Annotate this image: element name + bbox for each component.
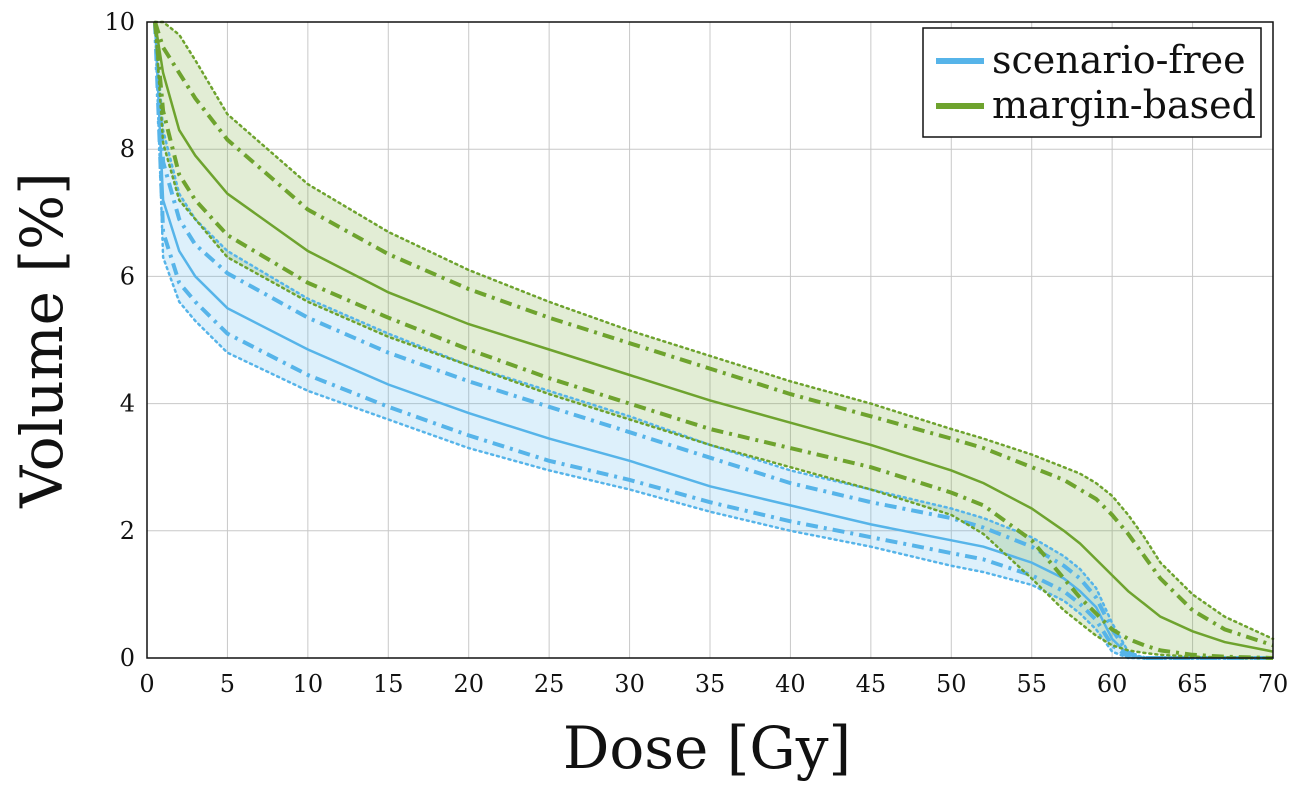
x-tick-label: 45 (856, 670, 887, 698)
scenario-free-inner-upper-line (153, 21, 1273, 660)
uncertainty-bands (155, 22, 1273, 658)
scenario-free-outer-lower-line (153, 20, 1275, 660)
x-tick-label: 60 (1097, 670, 1128, 698)
legend-label-margin-based: margin-based (992, 83, 1256, 127)
x-tick-label: 25 (534, 670, 565, 698)
plot-frame (146, 21, 1274, 659)
y-tick-labels: 0 2 4 6 8 10 (104, 8, 135, 672)
x-tick-label: 65 (1177, 670, 1208, 698)
x-tick-label: 5 (220, 670, 235, 698)
margin-based-mean-line (153, 21, 1274, 653)
x-tick-label: 70 (1258, 670, 1289, 698)
x-tick-label: 40 (775, 670, 806, 698)
y-tick-label: 6 (120, 262, 135, 290)
legend: scenario-free margin-based (922, 27, 1262, 138)
y-tick-label: 2 (120, 517, 135, 545)
margin-based-outer-upper-line (153, 20, 1275, 641)
y-tick-label: 8 (120, 135, 135, 163)
x-tick-label: 55 (1016, 670, 1047, 698)
x-tick-label: 30 (614, 670, 645, 698)
x-tick-label: 35 (695, 670, 726, 698)
legend-box (922, 27, 1262, 138)
x-tick-labels: 0 5 10 15 20 25 30 35 40 45 50 55 60 65 70 (139, 670, 1288, 698)
band-scenario-free (155, 22, 1273, 658)
grid-lines (147, 22, 1273, 658)
y-tick-label: 4 (120, 390, 135, 418)
x-tick-label: 20 (453, 670, 484, 698)
x-tick-label: 15 (373, 670, 404, 698)
series-lines (153, 20, 1275, 660)
x-tick-label: 10 (293, 670, 324, 698)
x-tick-label: 50 (936, 670, 967, 698)
y-tick-label: 0 (120, 644, 135, 672)
y-tick-label: 10 (104, 8, 135, 36)
margin-based-outer-lower-line (153, 20, 1275, 660)
legend-label-scenario-free: scenario-free (992, 38, 1246, 82)
y-axis-label: Volume [%] (8, 172, 76, 509)
x-axis-label: Dose [Gy] (563, 714, 851, 782)
x-tick-label: 0 (139, 670, 154, 698)
band-margin-based (155, 22, 1273, 658)
margin-based-inner-lower-line (153, 21, 1274, 660)
